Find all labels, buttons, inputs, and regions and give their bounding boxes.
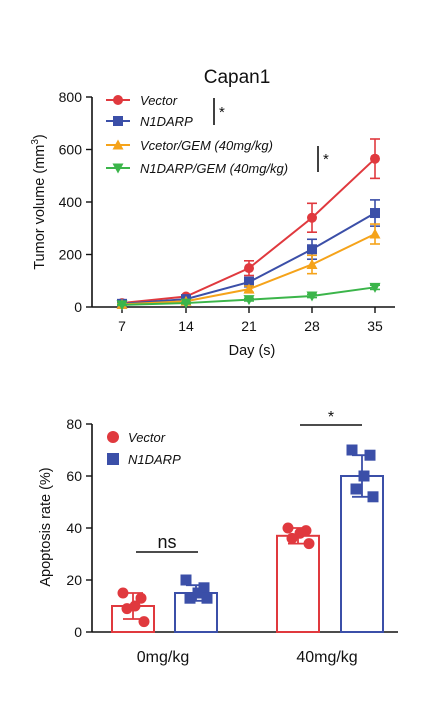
dot	[364, 449, 376, 461]
dot	[294, 527, 306, 539]
y-tick-label-20: 20	[66, 572, 82, 588]
annotation-star-label: *	[328, 409, 334, 426]
dot	[117, 587, 129, 599]
dot	[180, 574, 192, 586]
y-tick-label-40: 40	[66, 520, 82, 536]
bar-1-1	[340, 444, 384, 633]
y-axis-label-sup: 3	[30, 139, 41, 145]
data-point	[244, 263, 254, 274]
dot	[358, 470, 370, 482]
legend-marker	[112, 139, 124, 150]
y-ticks-2: 0 20 40 60 80	[66, 416, 92, 640]
bar-1-0	[174, 574, 218, 633]
significance-bracket-2: *	[317, 146, 329, 172]
y-tick-label-800: 800	[59, 89, 83, 105]
y-tick-label-200: 200	[59, 247, 83, 263]
dot	[282, 522, 294, 534]
bars-group	[111, 444, 384, 633]
x-tick-label-7: 7	[118, 318, 126, 334]
legend-item-3: N1DARP/GEM (40mg/kg)	[106, 161, 288, 176]
data-point	[116, 300, 128, 311]
legend-item-2: Vcetor/GEM (40mg/kg)	[106, 138, 273, 153]
x-tick-label-14: 14	[178, 318, 194, 334]
y-ticks: 0 200 400 600 800	[59, 89, 92, 315]
y-axis-label-main: Tumor volume (mm	[32, 145, 48, 270]
category-label-1: 40mg/kg	[296, 649, 357, 666]
data-point	[307, 244, 317, 255]
y-tick-label-80: 80	[66, 416, 82, 432]
apoptosis-chart: 0 20 40 60 80 Apoptosis rate (%) 0mg/kg 40mg…	[38, 409, 398, 666]
x-tick-label-35: 35	[367, 318, 383, 334]
data-point	[243, 283, 255, 294]
legend: Vector N1DARP Vcetor/GEM (40mg/kg) N1DARP/G…	[106, 93, 288, 176]
dot	[138, 616, 150, 628]
dot	[121, 603, 133, 615]
y-tick-label-600: 600	[59, 142, 83, 158]
significance-star-1: *	[219, 104, 225, 121]
series-group	[116, 138, 381, 311]
chart-title: Capan1	[204, 67, 271, 88]
category-label-0: 0mg/kg	[137, 649, 189, 666]
legend-item-1: N1DARP	[106, 114, 193, 129]
x-axis-label: Day (s)	[229, 343, 276, 359]
legend-label-1: N1DARP	[140, 114, 193, 129]
dot	[286, 532, 298, 544]
legend-marker	[112, 163, 124, 174]
dot	[198, 582, 210, 594]
dot	[201, 592, 213, 604]
dot	[184, 592, 196, 604]
annotation-ns-label: ns	[157, 532, 176, 552]
annotation-star: *	[300, 409, 362, 426]
legend2-item-0: Vector	[107, 430, 166, 445]
legend2-label-1: N1DARP	[128, 452, 181, 467]
y-tick-label-400: 400	[59, 194, 83, 210]
legend2-item-1: N1DARP	[107, 452, 181, 467]
bar	[276, 534, 320, 633]
x-tick-label-28: 28	[304, 318, 320, 334]
legend-label-2: Vcetor/GEM (40mg/kg)	[140, 138, 273, 153]
dot	[350, 483, 362, 495]
y-axis-label: Tumor volume (mm3)	[30, 134, 48, 270]
y-tick-label-0: 0	[74, 624, 82, 640]
x-tick-label-21: 21	[241, 318, 257, 334]
bar-0-1	[276, 522, 320, 633]
data-point	[369, 282, 381, 293]
legend-marker	[113, 116, 123, 126]
data-point	[243, 295, 255, 306]
data-point	[370, 208, 380, 219]
bar-0-0	[111, 587, 155, 633]
dot	[303, 538, 315, 550]
data-point	[369, 228, 381, 239]
significance-bracket-1: *	[213, 98, 225, 125]
legend2-label-0: Vector	[128, 430, 166, 445]
data-point	[307, 212, 317, 223]
dot	[346, 444, 358, 456]
significance-star-2: *	[323, 151, 329, 168]
dot	[135, 592, 147, 604]
tumor-volume-chart: Capan1 0 200 400 600 800 7 14 21 28 35 Day (s) T…	[30, 67, 395, 359]
legend-item-0: Vector	[106, 93, 178, 108]
data-point	[306, 258, 318, 269]
y-axis-label-end: )	[32, 134, 48, 139]
legend-label-3: N1DARP/GEM (40mg/kg)	[140, 161, 288, 176]
dot	[192, 587, 204, 599]
data-point	[306, 291, 318, 302]
dot	[367, 491, 379, 503]
legend-2: Vector N1DARP	[107, 430, 181, 467]
data-point	[180, 298, 192, 309]
annotation-ns: ns	[136, 532, 198, 553]
data-point	[244, 277, 254, 288]
y-tick-label-0: 0	[74, 299, 82, 315]
legend-marker	[107, 453, 119, 465]
legend-marker	[107, 431, 119, 443]
legend-label-0: Vector	[140, 93, 178, 108]
data-point	[370, 153, 380, 164]
y-axis-label-2: Apoptosis rate (%)	[38, 467, 54, 586]
x-ticks: 7 14 21 28 35	[118, 307, 383, 334]
y-tick-label-60: 60	[66, 468, 82, 484]
series-3	[116, 282, 381, 311]
legend-marker	[113, 95, 123, 105]
